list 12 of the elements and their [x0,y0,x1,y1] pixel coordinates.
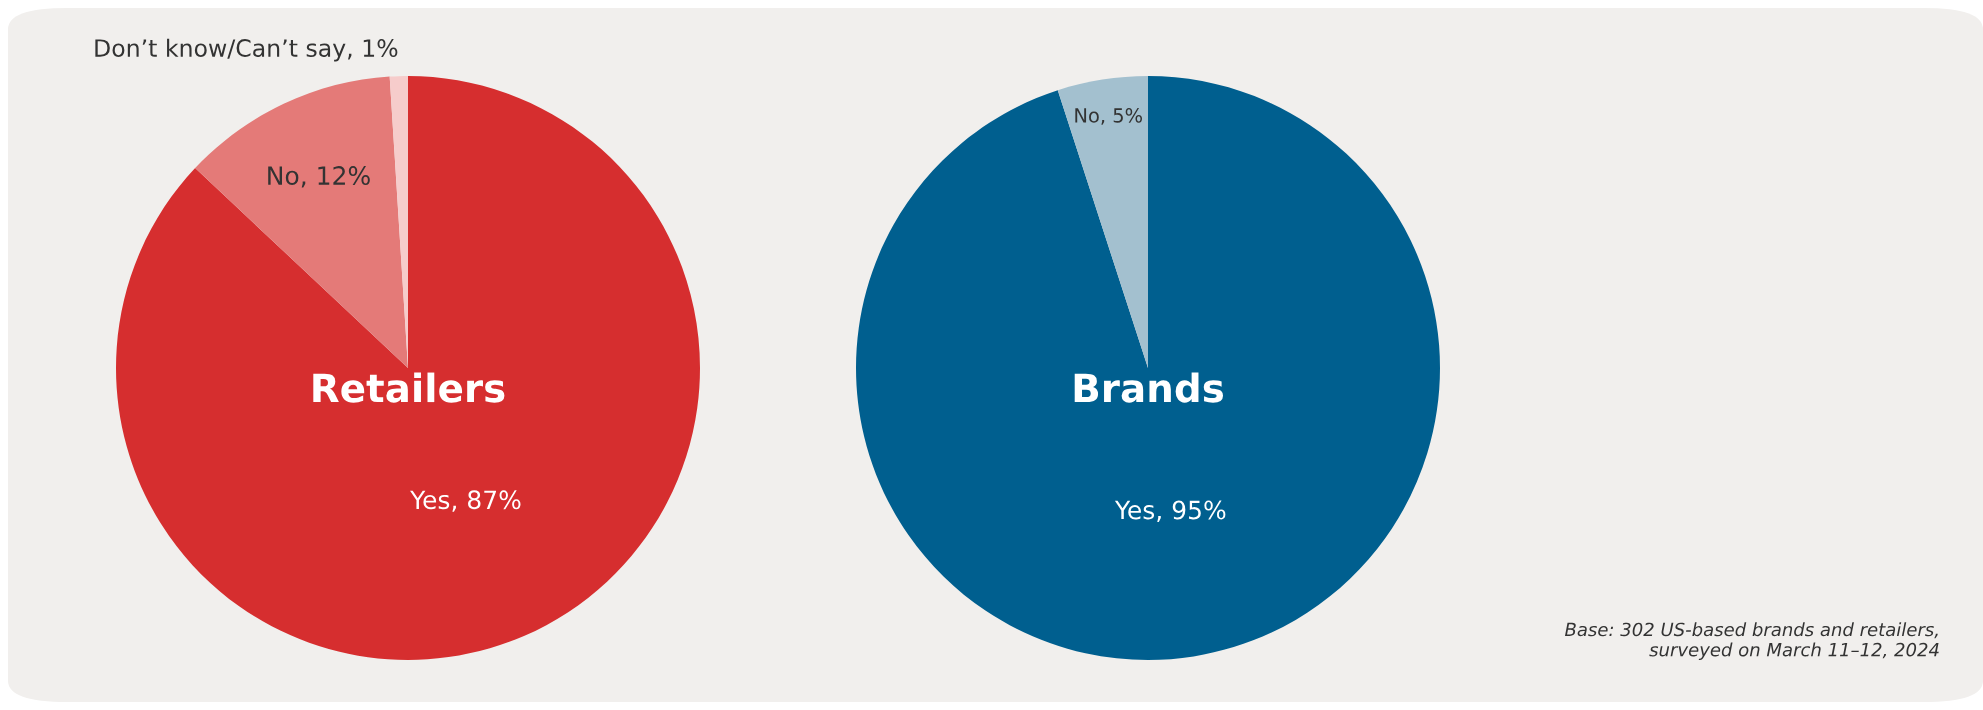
slice-label: Yes, 95% [1114,500,1226,523]
text: Retailers [313,372,505,403]
slice-label: Yes, 87% [410,490,521,512]
slice-label: No, 12% [268,166,370,188]
text: Base: 302 US-based brands and retailers, surveyed on March 11–12, 2024 [1564,622,1939,660]
pie-slice [116,76,700,660]
slice-label: Don’t know/Can’t say, 1% [95,38,398,62]
pie-slice [1057,76,1148,368]
pie-slice [195,76,408,368]
pie-slice [856,76,1440,660]
text: Brands [1074,372,1224,403]
slice-label: No, 5% [1075,108,1143,125]
